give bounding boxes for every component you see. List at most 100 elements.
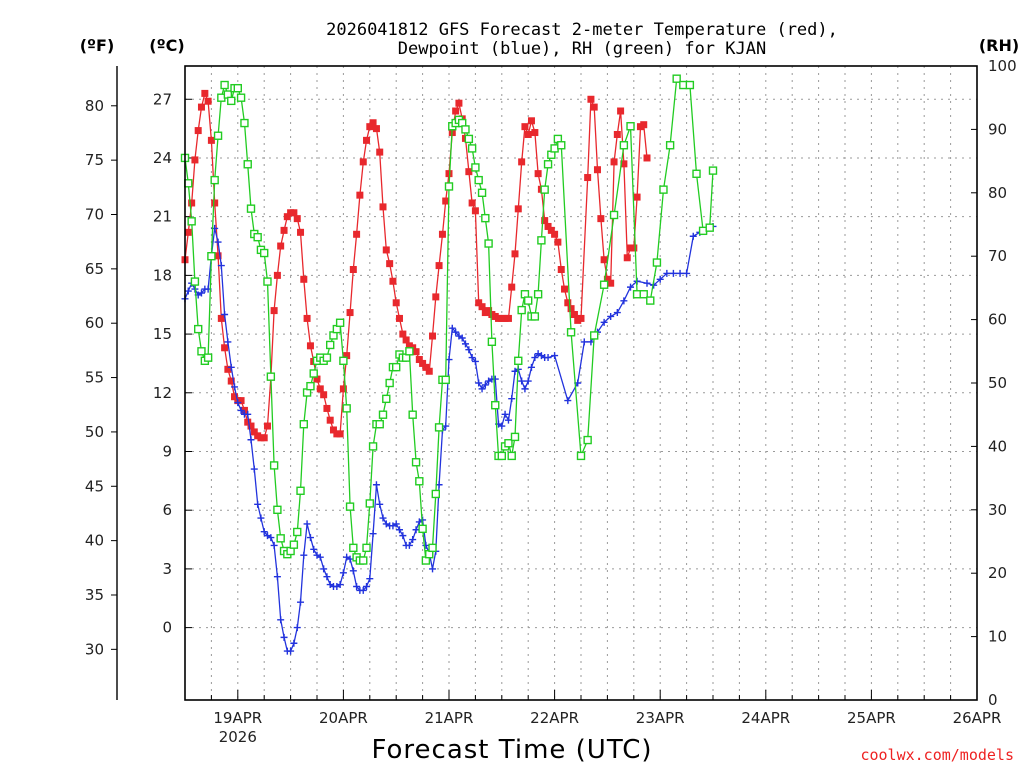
temperature-point xyxy=(356,191,364,199)
dewpoint-point xyxy=(521,385,529,393)
dewpoint-point xyxy=(353,583,361,591)
temperature-point xyxy=(399,330,407,338)
rh-point xyxy=(467,144,477,153)
temperature-point xyxy=(326,416,334,424)
rh-point xyxy=(359,556,368,565)
chart-title-line-2: Dewpoint (blue), RH (green) for KJAN xyxy=(398,39,766,59)
rh-point xyxy=(504,439,513,448)
dewpoint-point xyxy=(465,346,473,354)
dewpoint-point xyxy=(491,375,499,383)
temperature-point xyxy=(419,359,427,367)
temperature-point xyxy=(593,166,601,174)
chart-title-line-1: 2026041812 GFS Forecast 2-meter Temperat… xyxy=(326,20,838,40)
rh-point xyxy=(342,404,351,413)
dewpoint-point xyxy=(481,381,489,389)
temperature-point xyxy=(504,314,512,322)
temperature-point xyxy=(445,170,453,178)
chart-axes: 0 3 6 9 12 15 18 21 24 27 30 35 40 45 50 55 60 65 70 75 80 0 1… xyxy=(85,57,1017,746)
temperature-point xyxy=(587,95,595,103)
dewpoint-point xyxy=(214,238,222,246)
rh-point xyxy=(210,175,219,185)
rh-point xyxy=(464,134,474,144)
rh-point xyxy=(187,217,196,226)
temperature-point xyxy=(369,119,377,127)
dewpoint-point xyxy=(300,551,308,559)
dewpoint-point xyxy=(508,395,516,403)
temperature-point xyxy=(320,391,328,399)
temperature-point xyxy=(260,434,268,442)
dewpoint-point xyxy=(257,514,265,522)
temperature-point xyxy=(633,193,641,201)
dewpoint-point xyxy=(580,338,588,346)
x-tick-sublabel: 2026 xyxy=(219,728,257,746)
rh-point xyxy=(220,80,229,90)
temperature-point xyxy=(392,299,400,307)
rh-point xyxy=(345,502,355,511)
temperature-point xyxy=(201,89,209,97)
dewpoint-point xyxy=(293,624,301,632)
temperature-point xyxy=(323,404,331,412)
rh-point xyxy=(672,74,681,83)
temperature-point xyxy=(551,230,559,238)
rh-tick-label: 100 xyxy=(988,57,1017,75)
rh-point xyxy=(659,185,668,194)
rh-point xyxy=(197,347,206,356)
temperature-point xyxy=(353,230,361,238)
rh-point xyxy=(543,160,553,169)
temperature-point xyxy=(306,342,314,350)
temperature-point xyxy=(521,123,529,131)
temperature-point xyxy=(194,127,202,135)
dewpoint-point xyxy=(613,309,621,317)
rh-point xyxy=(385,378,394,388)
dewpoint-point xyxy=(254,500,262,508)
dewpoint-point xyxy=(336,581,344,589)
rh-point xyxy=(207,251,216,261)
rh-point xyxy=(590,331,599,340)
temperature-point xyxy=(343,352,351,360)
rh-point xyxy=(517,305,526,315)
rh-point xyxy=(533,290,543,299)
temperature-point xyxy=(455,99,463,107)
rh-point xyxy=(392,362,401,372)
dewpoint-point xyxy=(600,318,608,326)
temperature-point xyxy=(577,314,585,322)
celsius-tick-label: 15 xyxy=(153,325,172,343)
rh-point xyxy=(276,534,285,543)
celsius-tick-label: 9 xyxy=(162,442,172,460)
temperature-point xyxy=(277,242,285,250)
x-tick-label: 19APR xyxy=(213,709,262,727)
temperature-point xyxy=(561,285,569,293)
dewpoint-point xyxy=(221,311,229,319)
rh-point xyxy=(514,356,523,366)
dewpoint-point xyxy=(461,340,469,348)
dewpoint-point xyxy=(504,416,512,424)
rh-tick-label: 60 xyxy=(988,311,1007,329)
dewpoint-point xyxy=(518,377,526,385)
dewpoint-point xyxy=(422,541,430,549)
temperature-point xyxy=(363,136,371,144)
dewpoint-point xyxy=(544,354,552,362)
rh-point xyxy=(566,328,576,337)
x-tick-label: 26APR xyxy=(953,709,1002,727)
rh-point xyxy=(362,543,371,553)
temperature-point xyxy=(465,168,473,176)
dewpoint-point xyxy=(498,422,506,430)
temperature-point xyxy=(207,136,215,144)
fahrenheit-tick-label: 35 xyxy=(85,586,104,604)
dewpoint-point xyxy=(663,269,671,277)
temperature-point xyxy=(584,174,592,182)
dewpoint-point xyxy=(297,598,305,606)
dewpoint-point xyxy=(349,567,357,575)
temperature-point xyxy=(623,254,631,262)
temperature-point xyxy=(303,314,311,322)
dewpoint-point xyxy=(244,410,252,418)
dewpoint-point xyxy=(287,647,295,655)
rh-point xyxy=(487,337,497,346)
rh-point xyxy=(408,410,417,419)
dewpoint-point xyxy=(412,526,420,534)
rh-point xyxy=(609,210,619,220)
rh-point xyxy=(576,451,586,461)
temperature-point xyxy=(395,314,403,322)
temperature-point xyxy=(297,228,305,236)
temperature-point xyxy=(300,275,308,283)
